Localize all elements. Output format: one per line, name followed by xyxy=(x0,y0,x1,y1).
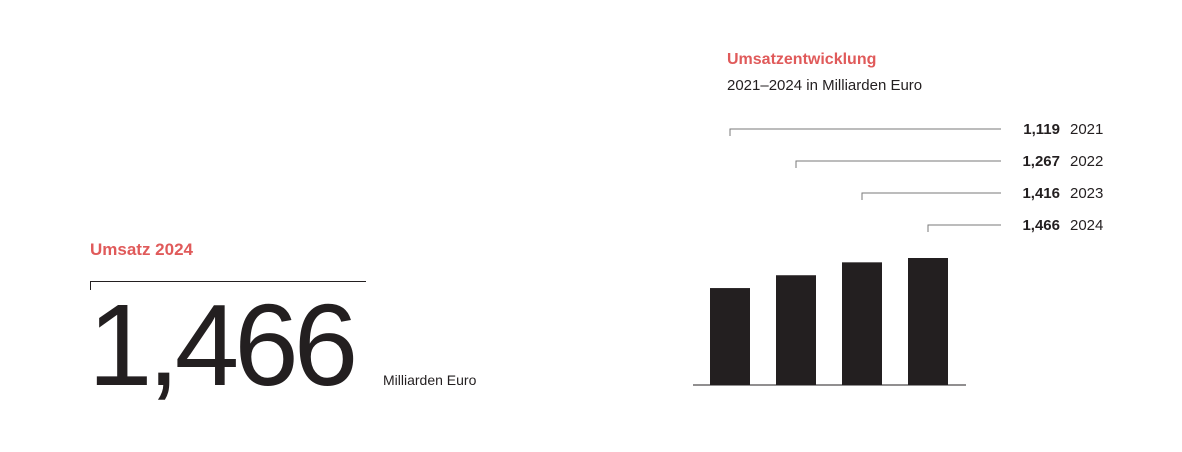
kpi-title: Umsatz 2024 xyxy=(90,240,194,259)
leader-line-2022 xyxy=(795,160,1001,168)
data-label-2024: 1,466 xyxy=(1022,217,1060,234)
kpi-value: 1,466 xyxy=(88,280,358,410)
leader-line-2024 xyxy=(927,224,1001,232)
category-label-2023: 2023 xyxy=(1070,185,1103,202)
category-label-2021: 2021 xyxy=(1070,121,1103,138)
category-label-2024: 2024 xyxy=(1070,217,1103,234)
data-label-2022: 1,267 xyxy=(1022,153,1060,170)
bar-2022 xyxy=(776,275,816,385)
kpi-unit: Milliarden Euro xyxy=(383,372,477,388)
bar-2023 xyxy=(842,262,882,385)
leader-line-2023 xyxy=(861,192,1001,200)
chart-title: Umsatzentwicklung xyxy=(727,51,876,68)
bar-2024 xyxy=(908,258,948,385)
chart-marks: 1,119 2021 1,267 2022 1,416 2023 1,466 2024 xyxy=(710,121,1103,385)
leader-line-2021 xyxy=(729,128,1001,136)
kpi-divider xyxy=(90,281,366,290)
category-label-2022: 2022 xyxy=(1070,153,1103,170)
bar-2021 xyxy=(710,288,750,385)
data-label-2023: 1,416 xyxy=(1022,185,1060,202)
chart-subtitle: 2021–2024 in Milliarden Euro xyxy=(727,77,922,94)
data-label-2021: 1,119 xyxy=(1023,121,1060,138)
